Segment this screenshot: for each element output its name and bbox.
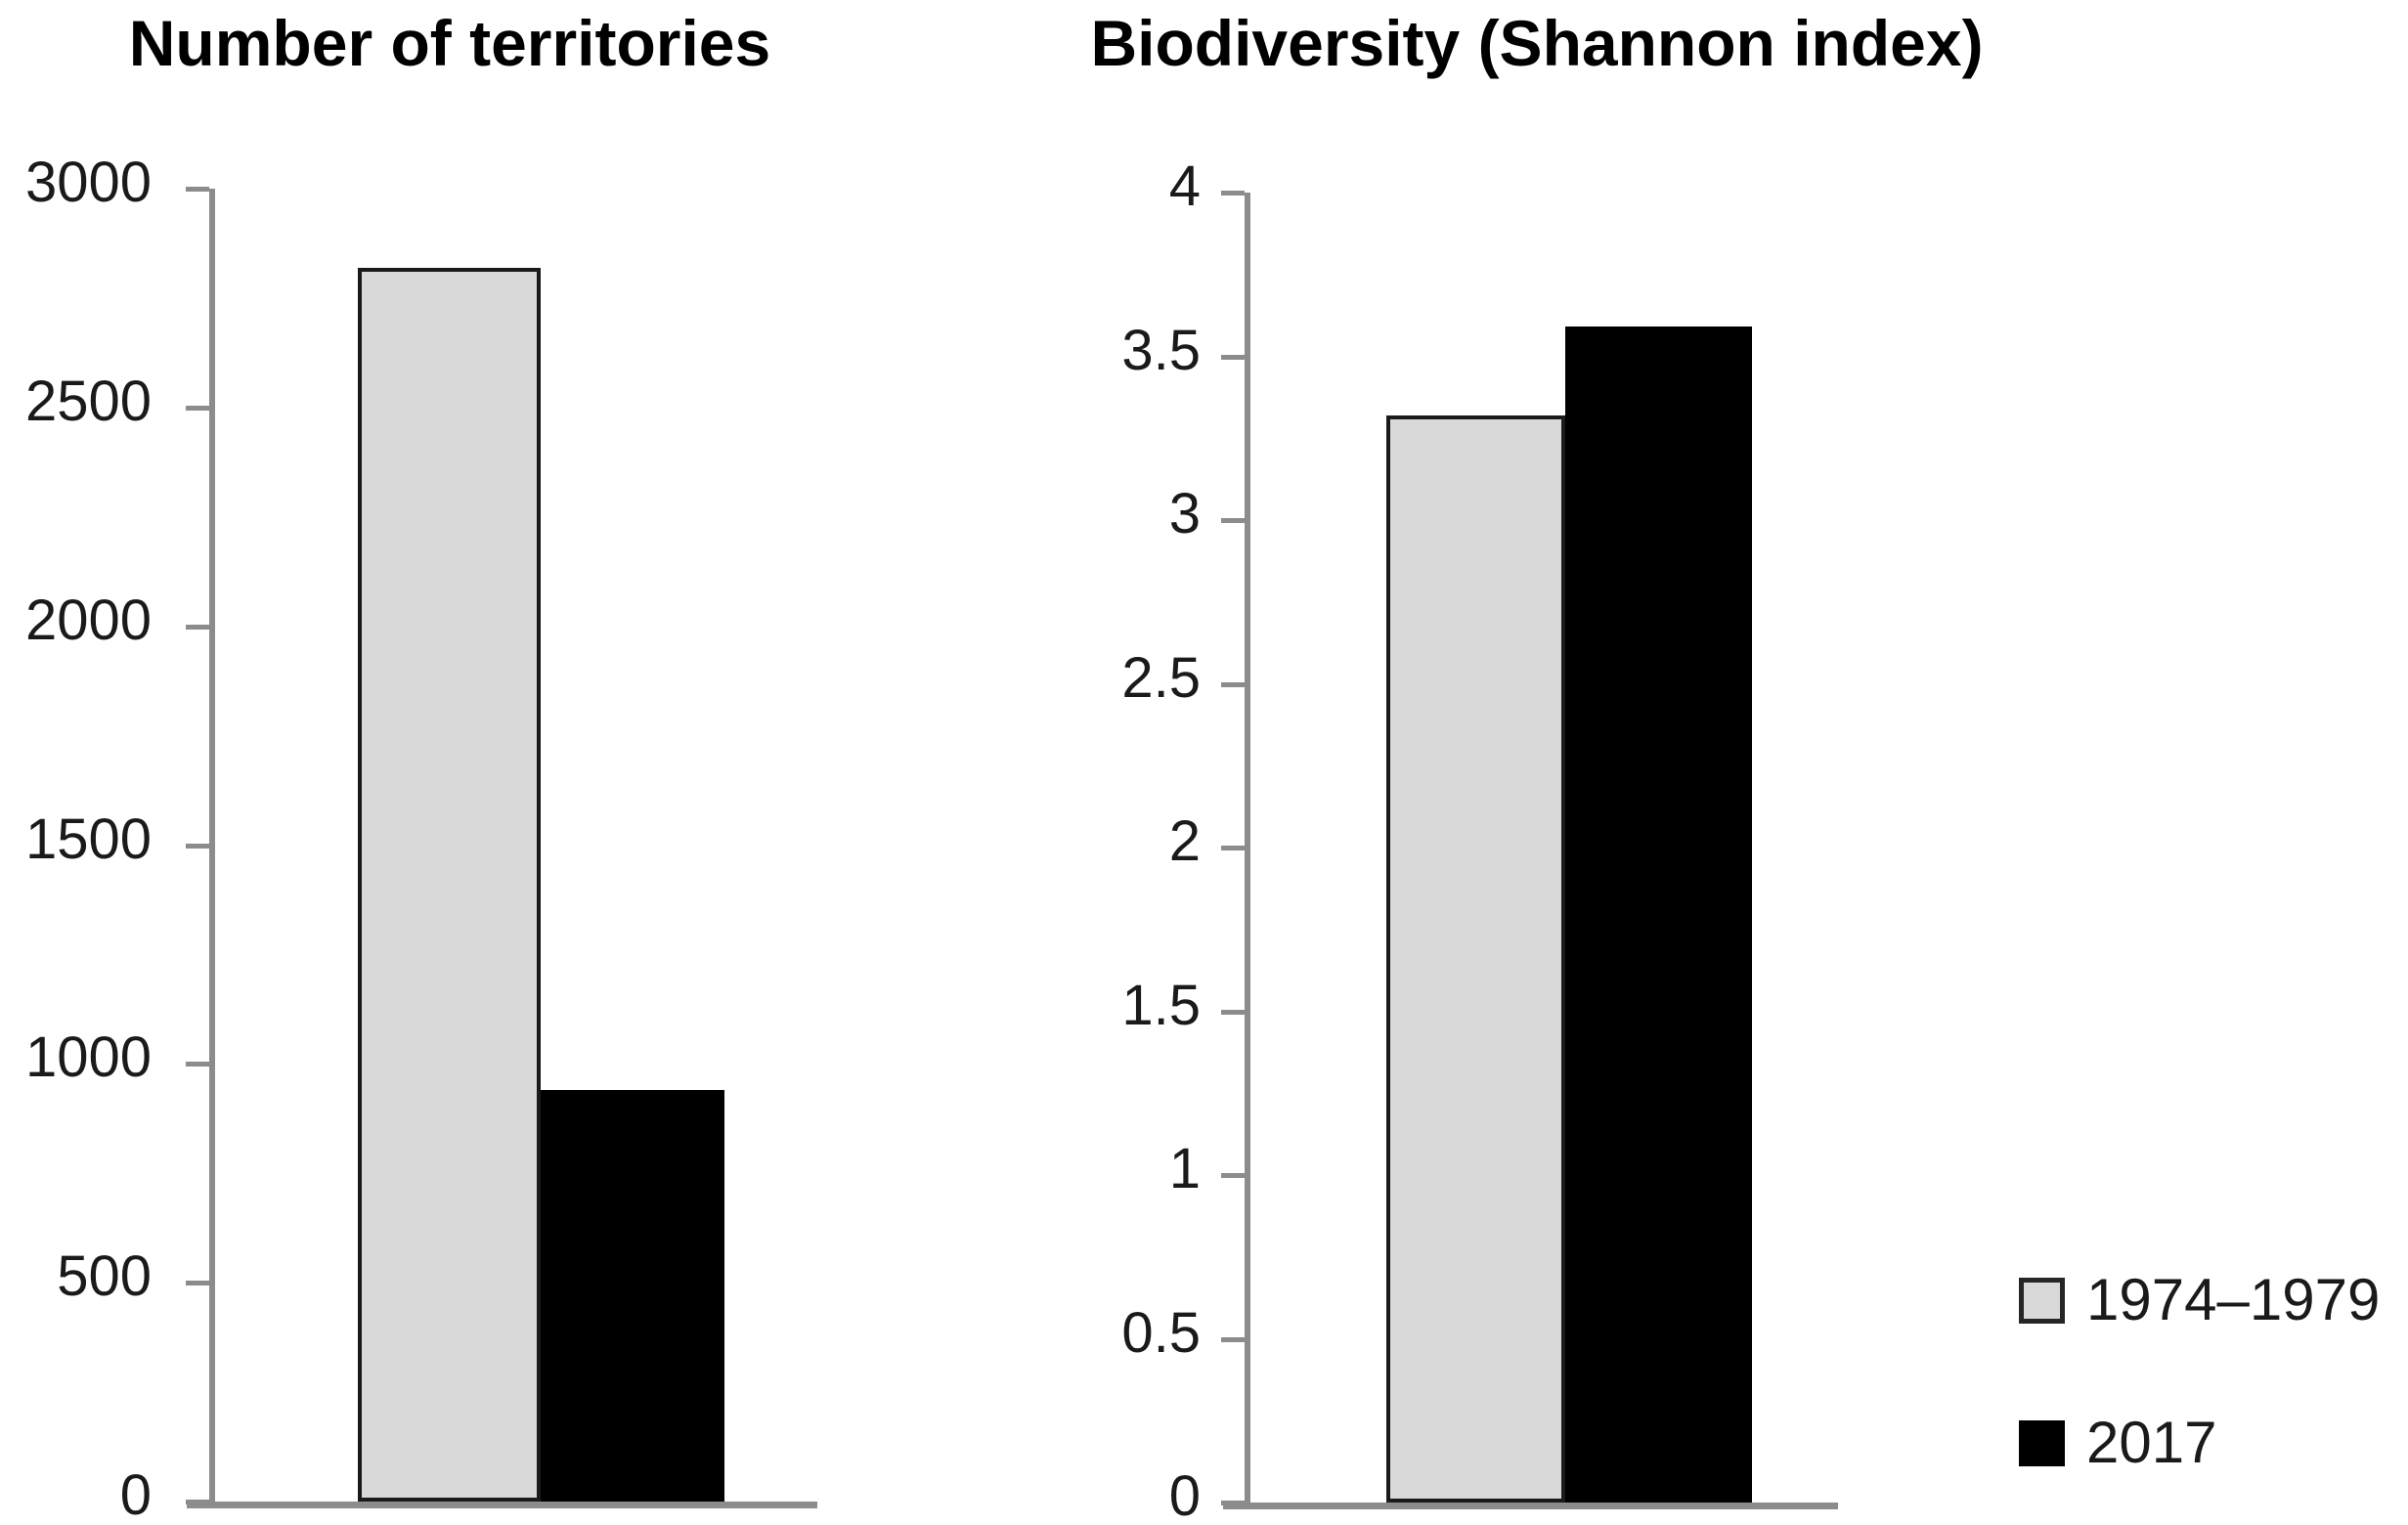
y-tick-label: 3.5 xyxy=(1121,319,1201,382)
y-tick-mark xyxy=(186,844,209,849)
y-tick-label: 2000 xyxy=(24,588,152,652)
y-tick-mark xyxy=(1221,191,1245,196)
y-tick-label: 4 xyxy=(1168,154,1201,218)
y-tick-mark xyxy=(186,1281,209,1285)
y-tick-mark xyxy=(1221,1501,1245,1505)
legend-label-2017: 2017 xyxy=(2086,1410,2217,1475)
y-tick-label: 2500 xyxy=(24,370,152,433)
bar-1974-1979 xyxy=(358,268,541,1502)
bar-2017 xyxy=(1565,327,1752,1503)
y-axis-line xyxy=(1245,193,1250,1507)
y-tick-mark xyxy=(1221,1337,1245,1342)
bar-2017 xyxy=(541,1090,724,1502)
legend-item-1974-1979: 1974–1979 xyxy=(2019,1268,2380,1332)
y-tick-label: 1.5 xyxy=(1121,974,1201,1037)
y-tick-label: 1000 xyxy=(24,1025,152,1089)
y-tick-mark xyxy=(1221,1173,1245,1178)
y-tick-label: 0 xyxy=(119,1463,152,1525)
y-tick-mark xyxy=(186,1062,209,1067)
x-axis-line xyxy=(187,1502,817,1508)
y-tick-mark xyxy=(186,406,209,411)
bar-1974-1979 xyxy=(1386,415,1565,1503)
y-tick-label: 2.5 xyxy=(1121,646,1201,710)
y-tick-mark xyxy=(1221,682,1245,687)
y-tick-label: 2 xyxy=(1168,809,1201,873)
legend-swatch-2017 xyxy=(2019,1419,2065,1466)
y-tick-label: 0 xyxy=(1168,1464,1201,1525)
y-tick-mark xyxy=(186,625,209,630)
y-tick-label: 1 xyxy=(1168,1137,1201,1200)
y-tick-mark xyxy=(1221,355,1245,360)
legend-item-2017: 2017 xyxy=(2019,1411,2216,1475)
y-tick-label: 0.5 xyxy=(1121,1301,1201,1365)
y-tick-mark xyxy=(1221,518,1245,523)
y-axis-line xyxy=(209,189,215,1506)
x-axis-line xyxy=(1223,1503,1838,1509)
y-tick-label: 500 xyxy=(57,1244,152,1308)
y-tick-mark xyxy=(1221,1010,1245,1015)
chart-title-biodiversity: Biodiversity (Shannon index) xyxy=(1090,7,1984,79)
y-tick-label: 3 xyxy=(1168,482,1201,545)
y-tick-label: 3000 xyxy=(24,151,152,214)
legend-label-1974-1979: 1974–1979 xyxy=(2086,1267,2381,1332)
y-tick-mark xyxy=(186,1500,209,1504)
y-tick-label: 1500 xyxy=(24,807,152,871)
chart-title-territories: Number of territories xyxy=(128,7,771,79)
legend-swatch-1974-1979 xyxy=(2019,1277,2065,1324)
y-tick-mark xyxy=(1221,846,1245,850)
y-tick-mark xyxy=(186,187,209,192)
